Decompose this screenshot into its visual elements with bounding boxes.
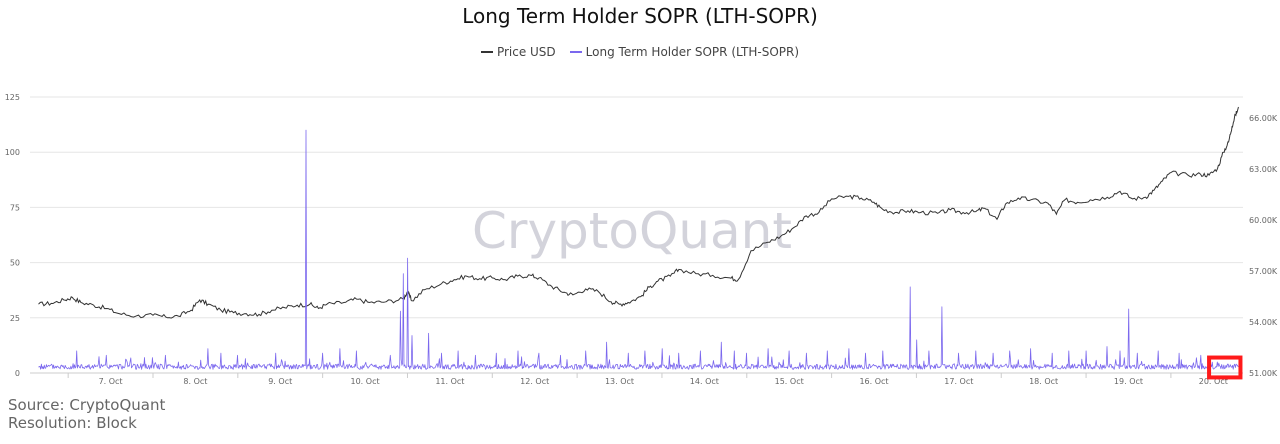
- source-label: Source: CryptoQuant: [8, 396, 166, 414]
- y-right-tick-label: 57.00K: [1249, 267, 1278, 276]
- chart-title: Long Term Holder SOPR (LTH-SOPR): [462, 4, 818, 28]
- x-tick-label: 15. Oct: [775, 377, 804, 386]
- x-tick-label: 16. Oct: [859, 377, 888, 386]
- y-left-tick-label: 0: [15, 369, 20, 378]
- resolution-label: Resolution: Block: [8, 414, 137, 432]
- y-left-tick-label: 50: [10, 259, 20, 268]
- x-tick-label: 17. Oct: [944, 377, 973, 386]
- y-right-tick-label: 63.00K: [1249, 165, 1278, 174]
- x-tick-label: 19. Oct: [1114, 377, 1143, 386]
- x-tick-label: 18. Oct: [1029, 377, 1058, 386]
- x-tick-label: 10. Oct: [351, 377, 380, 386]
- x-tick-label: 13. Oct: [605, 377, 634, 386]
- y-right-tick-label: 51.00K: [1249, 369, 1278, 378]
- y-right-tick-label: 60.00K: [1249, 216, 1278, 225]
- legend: Price USD Long Term Holder SOPR (LTH-SOP…: [0, 45, 1280, 59]
- x-tick-label: 8. Oct: [183, 377, 207, 386]
- y-right-tick-label: 66.00K: [1249, 114, 1278, 123]
- y-left-tick-label: 25: [10, 314, 20, 323]
- lth-sopr-line: [38, 129, 1239, 370]
- legend-swatch-price: [480, 51, 493, 53]
- legend-swatch-lth-sopr: [569, 51, 582, 53]
- y-right-tick-label: 54.00K: [1249, 318, 1278, 327]
- y-left-tick-label: 125: [5, 93, 20, 102]
- x-tick-label: 20. Oct: [1199, 377, 1228, 386]
- highlight-box: [1207, 355, 1243, 380]
- watermark: CryptoQuant: [472, 202, 792, 260]
- y-left-tick-label: 100: [5, 148, 20, 157]
- legend-item-price[interactable]: Price USD: [480, 45, 556, 59]
- legend-item-lth-sopr[interactable]: Long Term Holder SOPR (LTH-SOPR): [569, 45, 800, 59]
- legend-label-lth-sopr: Long Term Holder SOPR (LTH-SOPR): [585, 45, 800, 59]
- legend-label-price: Price USD: [496, 45, 556, 59]
- x-tick-label: 9. Oct: [268, 377, 292, 386]
- y-left-tick-label: 75: [10, 203, 20, 212]
- chart-canvas: 0 25 50 75 100 125 51.00K 54.00K 57.00K 60.00K 63.…: [5, 93, 1278, 386]
- x-tick-label: 11. Oct: [435, 377, 464, 386]
- x-tick-label: 14. Oct: [690, 377, 719, 386]
- x-tick-label: 7. Oct: [99, 377, 123, 386]
- x-tick-label: 12. Oct: [520, 377, 549, 386]
- price-usd-line: [38, 106, 1240, 319]
